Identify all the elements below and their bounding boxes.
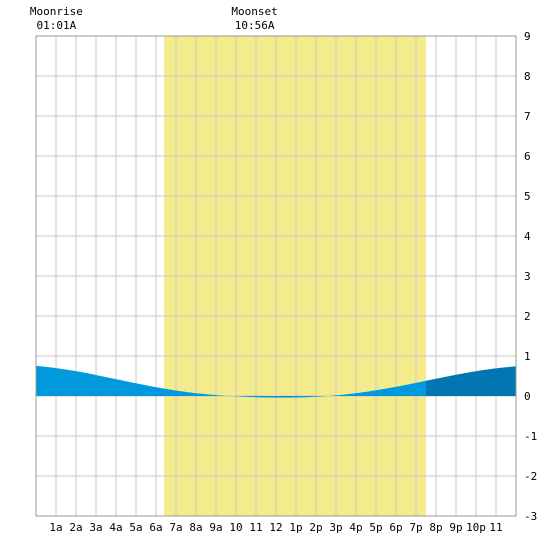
plot-border [35, 35, 517, 517]
x-tick-label: 10p [466, 521, 486, 534]
x-tick-label: 9p [449, 521, 462, 534]
annotation-time: 10:56A [235, 19, 275, 32]
y-tick-label: 1 [524, 350, 531, 363]
tide-area-day [164, 380, 426, 398]
x-tick-label: 5p [369, 521, 382, 534]
y-tick-label: 6 [524, 150, 531, 163]
y-tick-label: 0 [524, 390, 531, 403]
tide-area-night-late [426, 366, 516, 396]
x-tick-label: 3a [89, 521, 102, 534]
y-tick-label: 9 [524, 30, 531, 43]
annotation-title: Moonset [231, 5, 277, 18]
x-tick-label: 12 [269, 521, 282, 534]
x-tick-label: 1p [289, 521, 302, 534]
x-axis-tick-labels: 1a 2a 3a 4a 5a 6a 7a 8a 9a 10 11 12 1p 2p 3p 4p 5p 6p 7p 8p… [49, 521, 502, 534]
x-tick-label: 3p [329, 521, 342, 534]
y-tick-label: 4 [524, 230, 531, 243]
y-tick-label: 7 [524, 110, 531, 123]
y-tick-label: 2 [524, 310, 531, 323]
y-tick-label: 3 [524, 270, 531, 283]
x-tick-label: 2a [69, 521, 82, 534]
x-tick-label: 4p [349, 521, 362, 534]
x-tick-label: 5a [129, 521, 142, 534]
annotation-time: 01:01A [37, 19, 77, 32]
x-tick-label: 10 [229, 521, 242, 534]
x-tick-label: 2p [309, 521, 322, 534]
x-tick-label: 9a [209, 521, 222, 534]
x-tick-label: 8p [429, 521, 442, 534]
x-tick-label: 7a [169, 521, 182, 534]
tide-area [36, 366, 516, 398]
y-tick-label: 5 [524, 190, 531, 203]
y-tick-label: -2 [524, 470, 537, 483]
tide-area-night-early [36, 366, 164, 396]
annotation-title: Moonrise [30, 5, 83, 18]
y-tick-label: -3 [524, 510, 537, 523]
x-tick-label: 11 [489, 521, 502, 534]
x-tick-label: 7p [409, 521, 422, 534]
x-tick-label: 11 [249, 521, 262, 534]
x-tick-label: 8a [189, 521, 202, 534]
x-tick-label: 1a [49, 521, 62, 534]
y-tick-label: -1 [524, 430, 537, 443]
grid-lines [36, 36, 516, 516]
x-tick-label: 6a [149, 521, 162, 534]
y-tick-label: 8 [524, 70, 531, 83]
y-axis-tick-labels: -3 -2 -1 0 1 2 3 4 5 6 7 8 9 [524, 30, 537, 523]
x-tick-label: 6p [389, 521, 402, 534]
x-tick-label: 4a [109, 521, 122, 534]
